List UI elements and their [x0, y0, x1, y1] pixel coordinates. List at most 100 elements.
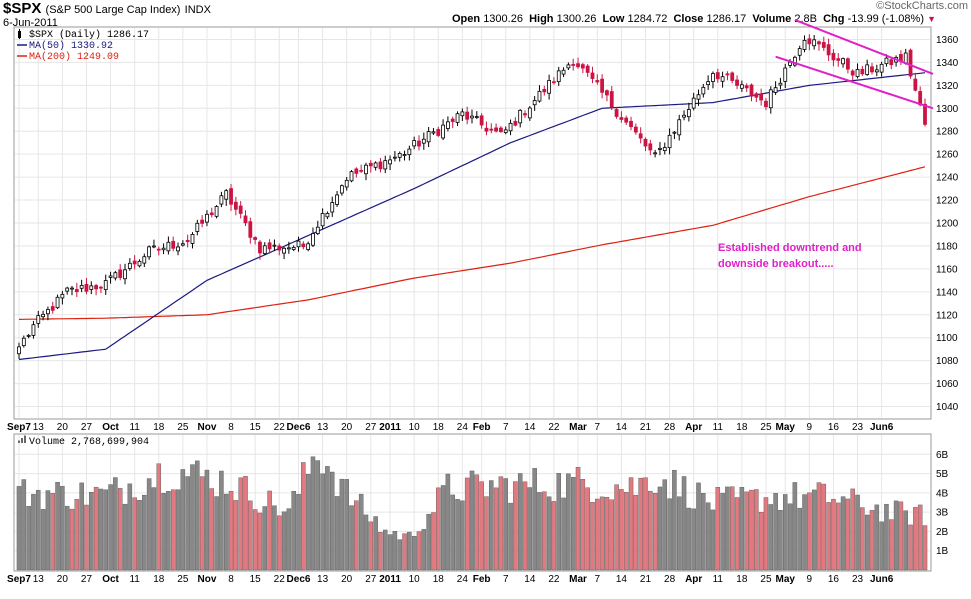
volume-x-tick-label: Mar — [569, 574, 587, 585]
candle — [185, 234, 190, 248]
volume-bar — [383, 529, 388, 571]
candle — [364, 162, 368, 181]
volume-bar — [117, 488, 123, 571]
volume-bar — [166, 491, 171, 571]
price-x-axis: Sep7 13 20 27 Oct 11 18 25 Nov 8 15 22 Dec6 13 20 27 201… — [7, 422, 894, 433]
candle — [74, 282, 79, 297]
candle — [50, 301, 55, 314]
volume-bar — [860, 507, 865, 571]
candle — [402, 150, 407, 161]
candle — [368, 160, 373, 173]
volume-bar — [325, 466, 330, 571]
candle — [614, 107, 619, 119]
volume-bar — [508, 502, 513, 571]
volume-bar — [754, 489, 759, 571]
candle — [412, 136, 417, 150]
volume-bar — [532, 468, 537, 571]
open-label: Open — [452, 13, 481, 25]
candle — [248, 217, 253, 244]
volume-bar — [402, 533, 407, 571]
candle — [797, 45, 802, 61]
volume-bar — [358, 493, 364, 571]
volume-bar — [864, 514, 870, 571]
candle — [831, 49, 836, 67]
volume-bar — [889, 519, 894, 571]
volume-bar — [170, 489, 176, 571]
volume-bar — [493, 487, 499, 571]
candle — [253, 236, 258, 245]
volume-bar — [21, 479, 27, 571]
candle — [436, 126, 441, 138]
volume-bar — [55, 482, 60, 571]
candle — [677, 114, 682, 141]
volume-bar — [257, 512, 263, 571]
volume-bar — [479, 481, 484, 571]
volume-bar — [628, 477, 634, 571]
price-x-tick-label: 13 — [317, 422, 329, 433]
candle — [701, 83, 706, 98]
candle — [417, 135, 421, 151]
volume-bar — [113, 477, 118, 571]
volume-x-tick-label: 20 — [57, 574, 69, 585]
candle — [291, 245, 296, 252]
candle — [99, 285, 103, 294]
candle — [759, 88, 764, 106]
candle — [123, 263, 127, 285]
volume-x-tick-label: 7 — [503, 574, 509, 585]
volume-bar — [773, 492, 778, 571]
volume-bar — [821, 483, 827, 571]
volume-bar — [26, 506, 31, 571]
volume-bar — [474, 474, 480, 571]
price-y-tick-label: 1240 — [936, 173, 959, 184]
volume-x-tick-label: 22 — [274, 574, 286, 585]
volume-bar — [310, 456, 316, 571]
candle — [320, 208, 325, 230]
price-y-tick-label: 1220 — [936, 196, 959, 207]
volume-bar — [137, 500, 142, 571]
volume-bar — [349, 505, 354, 571]
volume-bar — [127, 483, 133, 571]
volume-bar — [517, 473, 523, 571]
volume-bar — [445, 473, 451, 571]
volume-y-tick-label: 6B — [936, 450, 949, 461]
volume-bar — [652, 492, 658, 571]
volume-bar — [739, 487, 745, 571]
price-x-tick-label: 22 — [274, 422, 286, 433]
volume-bar — [676, 496, 682, 571]
candle — [349, 170, 354, 183]
price-grid — [15, 28, 930, 418]
volume-bar — [469, 470, 475, 571]
symbol-description: (S&P 500 Large Cap Index) — [45, 4, 181, 16]
price-x-tick-label: 14 — [616, 422, 628, 433]
low-label: Low — [602, 13, 625, 25]
candle — [590, 66, 595, 84]
symbol-title: $SPX (S&P 500 Large Cap Index) INDX — [3, 0, 211, 17]
volume-bar — [522, 481, 528, 571]
volume-bar — [146, 478, 152, 571]
candle — [580, 62, 585, 74]
candle — [209, 207, 214, 218]
price-x-tick-label: 18 — [736, 422, 748, 433]
price-x-tick-label: 27 — [81, 422, 93, 433]
candle — [609, 86, 614, 111]
volume-bar — [802, 494, 807, 571]
price-x-tick-label: 2011 — [379, 422, 401, 433]
volume-x-tick-label: Sep7 — [7, 574, 31, 585]
price-x-tick-label: Oct — [102, 422, 119, 433]
volume-bar — [797, 507, 802, 571]
high-value: 1300.26 — [556, 13, 597, 25]
volume-bar — [537, 492, 542, 571]
candle — [605, 89, 609, 102]
volume-bar — [363, 514, 369, 571]
volume-bar — [648, 490, 653, 571]
candle — [749, 83, 754, 102]
candle — [108, 271, 113, 284]
candle — [870, 62, 874, 75]
legend-entry: MA(200) 1249.09 — [29, 51, 119, 63]
volume-bar — [570, 476, 576, 571]
volume-bar — [513, 481, 518, 571]
candle — [378, 157, 383, 173]
candle — [773, 81, 778, 95]
candle — [489, 123, 494, 134]
